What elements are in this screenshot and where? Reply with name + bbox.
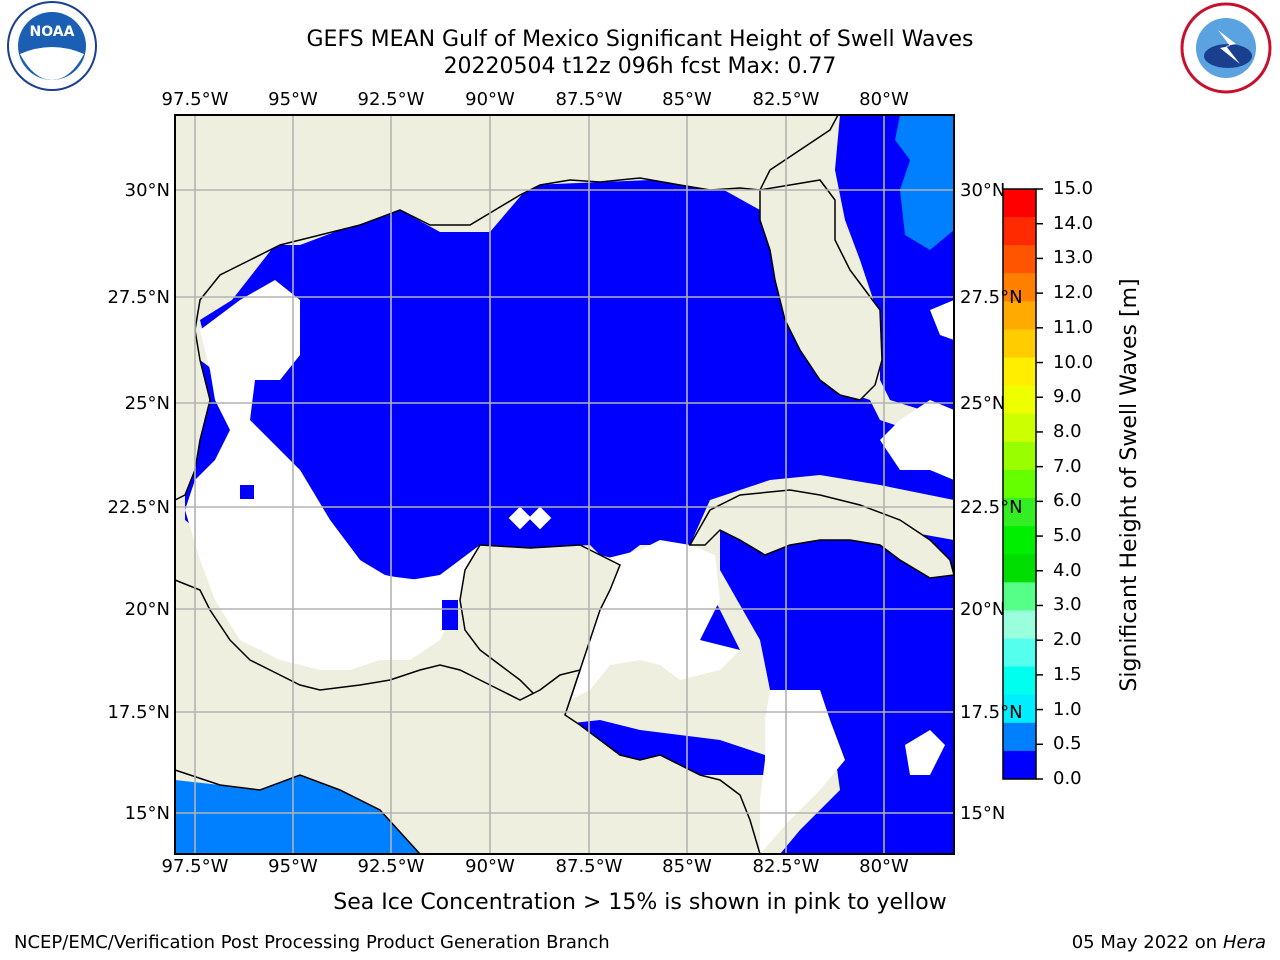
colorbar-swatch: [1003, 582, 1036, 611]
colorbar-tick-label: 12.0: [1053, 282, 1094, 304]
lat-label-right: 22.5°N: [960, 497, 1023, 518]
lon-label-top: 87.5°W: [555, 89, 623, 110]
lat-label-left: 30°N: [124, 180, 170, 201]
colorbar-tick-label: 0.5: [1053, 733, 1082, 755]
colorbar-frame: [1002, 188, 1037, 780]
lon-label-bottom: 85°W: [662, 856, 712, 877]
lat-label-right: 30°N: [960, 180, 1006, 201]
colorbar-swatch: [1003, 469, 1036, 499]
colorbar-tick-label: 9.0: [1053, 386, 1082, 408]
colorbar-tick-label: 6.0: [1053, 490, 1082, 512]
lat-label-right: 17.5°N: [960, 702, 1023, 723]
graticule: [175, 115, 954, 854]
lat-label-right: 20°N: [960, 599, 1006, 620]
colorbar-swatch: [1003, 385, 1036, 415]
noaa-logo: NOAA: [7, 1, 97, 91]
colorbar-label: Significant Height of Swell Waves [m]: [1117, 278, 1142, 692]
colorbar-swatch: [1003, 441, 1036, 471]
lon-label-bottom: 95°W: [268, 856, 318, 877]
date-stamp: 05 May 2022 on Hera: [1072, 932, 1266, 953]
colorbar-swatch: [1003, 610, 1036, 640]
colorbar-swatch: [1003, 273, 1036, 302]
colorbar-swatch: [1003, 189, 1036, 218]
colorbar-tick-label: 2.0: [1053, 629, 1082, 651]
colorbar: [1002, 188, 1043, 780]
lon-label-top: 80°W: [859, 89, 909, 110]
lon-label-top: 92.5°W: [357, 89, 425, 110]
map-frame: [174, 114, 955, 855]
lat-label-left: 27.5°N: [107, 287, 170, 308]
lat-label-right: 15°N: [960, 803, 1006, 824]
colorbar-tick-label: 3.0: [1053, 594, 1082, 616]
lon-label-bottom: 87.5°W: [555, 856, 623, 877]
lon-label-top: 90°W: [465, 89, 515, 110]
lon-label-bottom: 82.5°W: [752, 856, 820, 877]
lat-label-left: 15°N: [124, 803, 170, 824]
colorbar-swatch: [1003, 329, 1036, 359]
colorbar-tick-label: 8.0: [1053, 420, 1082, 442]
host-name: Hera: [1222, 932, 1266, 953]
lon-label-bottom: 92.5°W: [357, 856, 425, 877]
colorbar-swatch: [1003, 750, 1036, 780]
colorbar-swatch: [1003, 638, 1036, 668]
lon-label-top: 95°W: [268, 89, 318, 110]
lat-label-left: 17.5°N: [107, 702, 170, 723]
lon-label-bottom: 97.5°W: [161, 856, 229, 877]
colorbar-swatch: [1003, 498, 1036, 527]
colorbar-tick-label: 1.0: [1053, 698, 1082, 720]
colorbar-tick-label: 11.0: [1053, 316, 1094, 338]
colorbar-swatch: [1003, 554, 1036, 583]
producer-credit: NCEP/EMC/Verification Post Processing Pr…: [14, 932, 610, 953]
colorbar-tick-label: 13.0: [1053, 247, 1094, 269]
colorbar-swatch: [1003, 526, 1036, 555]
map-area: [174, 114, 955, 855]
colorbar-tick-label: 14.0: [1053, 212, 1094, 234]
colorbar-tick-label: 5.0: [1053, 525, 1082, 547]
colorbar-swatch: [1003, 245, 1036, 274]
lat-label-left: 22.5°N: [107, 497, 170, 518]
colorbar-tick-label: 4.0: [1053, 559, 1082, 581]
date-text: 05 May 2022 on: [1071, 932, 1218, 953]
lon-label-top: 82.5°W: [752, 89, 820, 110]
colorbar-swatch: [1003, 413, 1036, 443]
lat-label-right: 25°N: [960, 393, 1006, 414]
lon-label-bottom: 80°W: [859, 856, 909, 877]
chart-subtitle: 20220504 t12z 096h fcst Max: 0.77: [443, 54, 837, 79]
colorbar-swatch: [1003, 722, 1036, 752]
colorbar-tick-label: 10.0: [1053, 351, 1094, 373]
lat-label-left: 25°N: [124, 393, 170, 414]
colorbar-swatch: [1003, 217, 1036, 246]
colorbar-swatch: [1003, 301, 1036, 330]
lon-label-bottom: 90°W: [465, 856, 515, 877]
colorbar-tick-label: 7.0: [1053, 455, 1082, 477]
lat-label-right: 27.5°N: [960, 287, 1023, 308]
nws-logo: [1180, 2, 1272, 94]
colorbar-tick-label: 1.5: [1053, 663, 1082, 685]
colorbar-tick-label: 15.0: [1053, 178, 1094, 199]
colorbar-swatch: [1003, 694, 1036, 724]
colorbar-swatch: [1003, 666, 1036, 696]
lon-label-top: 97.5°W: [161, 89, 229, 110]
sea-ice-note: Sea Ice Concentration > 15% is shown in …: [333, 890, 947, 915]
colorbar-tick-label: 0.0: [1053, 768, 1082, 789]
lat-label-left: 20°N: [124, 599, 170, 620]
noaa-logo-text: NOAA: [30, 24, 75, 40]
lon-label-top: 85°W: [662, 89, 712, 110]
chart-title: GEFS MEAN Gulf of Mexico Significant Hei…: [306, 27, 974, 52]
colorbar-swatch: [1003, 357, 1036, 387]
